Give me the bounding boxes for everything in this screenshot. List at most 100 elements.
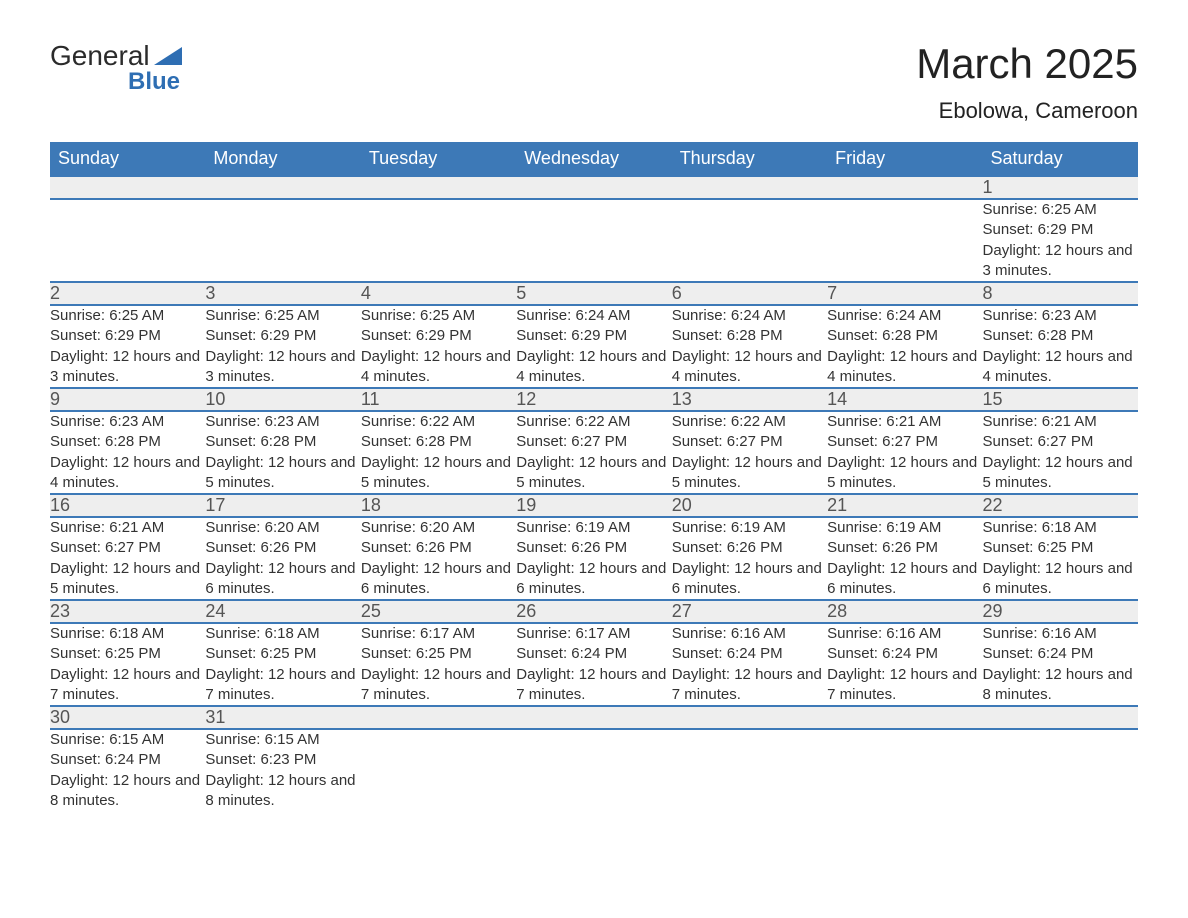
week-detail-row: Sunrise: 6:21 AMSunset: 6:27 PMDaylight:… bbox=[50, 517, 1138, 600]
day-number-cell: 14 bbox=[827, 388, 982, 411]
daylight-line: Daylight: 12 hours and 5 minutes. bbox=[50, 559, 205, 600]
sunrise-line: Sunrise: 6:23 AM bbox=[983, 306, 1138, 326]
daylight-line: Daylight: 12 hours and 8 minutes. bbox=[205, 771, 360, 812]
sunrise-line: Sunrise: 6:25 AM bbox=[50, 306, 205, 326]
day-number-cell bbox=[827, 176, 982, 199]
day-number-cell: 1 bbox=[983, 176, 1138, 199]
col-thursday: Thursday bbox=[672, 142, 827, 176]
daylight-line: Daylight: 12 hours and 6 minutes. bbox=[205, 559, 360, 600]
daylight-line: Daylight: 12 hours and 5 minutes. bbox=[361, 453, 516, 494]
day-number-cell bbox=[361, 706, 516, 729]
day-number-cell: 25 bbox=[361, 600, 516, 623]
day-detail-cell bbox=[50, 199, 205, 282]
sunset-line: Sunset: 6:25 PM bbox=[50, 644, 205, 664]
sunset-line: Sunset: 6:25 PM bbox=[361, 644, 516, 664]
day-detail-cell: Sunrise: 6:24 AMSunset: 6:29 PMDaylight:… bbox=[516, 305, 671, 388]
sunrise-line: Sunrise: 6:24 AM bbox=[827, 306, 982, 326]
daylight-line: Daylight: 12 hours and 7 minutes. bbox=[672, 665, 827, 706]
location-subtitle: Ebolowa, Cameroon bbox=[916, 98, 1138, 124]
sunrise-line: Sunrise: 6:17 AM bbox=[361, 624, 516, 644]
sunset-line: Sunset: 6:25 PM bbox=[983, 538, 1138, 558]
day-number-cell: 3 bbox=[205, 282, 360, 305]
page-title: March 2025 bbox=[916, 40, 1138, 88]
daylight-line: Daylight: 12 hours and 7 minutes. bbox=[361, 665, 516, 706]
day-detail-cell: Sunrise: 6:25 AMSunset: 6:29 PMDaylight:… bbox=[983, 199, 1138, 282]
day-detail-cell bbox=[827, 199, 982, 282]
daylight-line: Daylight: 12 hours and 7 minutes. bbox=[827, 665, 982, 706]
sunset-line: Sunset: 6:29 PM bbox=[50, 326, 205, 346]
sunrise-line: Sunrise: 6:22 AM bbox=[516, 412, 671, 432]
day-number-cell bbox=[50, 176, 205, 199]
day-number-cell: 31 bbox=[205, 706, 360, 729]
day-detail-cell: Sunrise: 6:18 AMSunset: 6:25 PMDaylight:… bbox=[983, 517, 1138, 600]
day-number-cell: 24 bbox=[205, 600, 360, 623]
day-number-cell: 6 bbox=[672, 282, 827, 305]
sunrise-line: Sunrise: 6:20 AM bbox=[361, 518, 516, 538]
sunrise-line: Sunrise: 6:15 AM bbox=[50, 730, 205, 750]
day-detail-cell: Sunrise: 6:25 AMSunset: 6:29 PMDaylight:… bbox=[50, 305, 205, 388]
daylight-line: Daylight: 12 hours and 6 minutes. bbox=[361, 559, 516, 600]
sunrise-line: Sunrise: 6:25 AM bbox=[983, 200, 1138, 220]
day-number-cell: 12 bbox=[516, 388, 671, 411]
sunset-line: Sunset: 6:28 PM bbox=[205, 432, 360, 452]
day-detail-cell bbox=[983, 729, 1138, 811]
sunrise-line: Sunrise: 6:25 AM bbox=[361, 306, 516, 326]
sunset-line: Sunset: 6:23 PM bbox=[205, 750, 360, 770]
daylight-line: Daylight: 12 hours and 4 minutes. bbox=[361, 347, 516, 388]
weekday-header-row: Sunday Monday Tuesday Wednesday Thursday… bbox=[50, 142, 1138, 176]
daylight-line: Daylight: 12 hours and 4 minutes. bbox=[983, 347, 1138, 388]
day-detail-cell bbox=[672, 729, 827, 811]
day-number-cell: 16 bbox=[50, 494, 205, 517]
day-detail-cell: Sunrise: 6:20 AMSunset: 6:26 PMDaylight:… bbox=[205, 517, 360, 600]
daylight-line: Daylight: 12 hours and 5 minutes. bbox=[827, 453, 982, 494]
day-number-cell: 21 bbox=[827, 494, 982, 517]
day-detail-cell: Sunrise: 6:22 AMSunset: 6:27 PMDaylight:… bbox=[672, 411, 827, 494]
sunset-line: Sunset: 6:26 PM bbox=[672, 538, 827, 558]
sunset-line: Sunset: 6:29 PM bbox=[983, 220, 1138, 240]
col-tuesday: Tuesday bbox=[361, 142, 516, 176]
day-number-cell: 28 bbox=[827, 600, 982, 623]
day-number-cell: 4 bbox=[361, 282, 516, 305]
day-detail-cell: Sunrise: 6:15 AMSunset: 6:24 PMDaylight:… bbox=[50, 729, 205, 811]
day-number-cell: 26 bbox=[516, 600, 671, 623]
day-number-cell bbox=[361, 176, 516, 199]
day-number-cell: 13 bbox=[672, 388, 827, 411]
sunset-line: Sunset: 6:26 PM bbox=[205, 538, 360, 558]
sunrise-line: Sunrise: 6:21 AM bbox=[50, 518, 205, 538]
daylight-line: Daylight: 12 hours and 6 minutes. bbox=[672, 559, 827, 600]
day-detail-cell: Sunrise: 6:16 AMSunset: 6:24 PMDaylight:… bbox=[827, 623, 982, 706]
sunset-line: Sunset: 6:27 PM bbox=[983, 432, 1138, 452]
day-number-cell: 15 bbox=[983, 388, 1138, 411]
daylight-line: Daylight: 12 hours and 6 minutes. bbox=[516, 559, 671, 600]
sunset-line: Sunset: 6:27 PM bbox=[827, 432, 982, 452]
day-detail-cell: Sunrise: 6:23 AMSunset: 6:28 PMDaylight:… bbox=[983, 305, 1138, 388]
sunrise-line: Sunrise: 6:20 AM bbox=[205, 518, 360, 538]
sunrise-line: Sunrise: 6:22 AM bbox=[672, 412, 827, 432]
daylight-line: Daylight: 12 hours and 3 minutes. bbox=[205, 347, 360, 388]
week-daynum-row: 3031 bbox=[50, 706, 1138, 729]
col-saturday: Saturday bbox=[983, 142, 1138, 176]
logo-triangle-icon bbox=[154, 47, 182, 65]
week-daynum-row: 23242526272829 bbox=[50, 600, 1138, 623]
sunrise-line: Sunrise: 6:16 AM bbox=[672, 624, 827, 644]
day-number-cell: 7 bbox=[827, 282, 982, 305]
week-detail-row: Sunrise: 6:15 AMSunset: 6:24 PMDaylight:… bbox=[50, 729, 1138, 811]
day-detail-cell: Sunrise: 6:21 AMSunset: 6:27 PMDaylight:… bbox=[827, 411, 982, 494]
day-detail-cell: Sunrise: 6:19 AMSunset: 6:26 PMDaylight:… bbox=[516, 517, 671, 600]
sunrise-line: Sunrise: 6:25 AM bbox=[205, 306, 360, 326]
daylight-line: Daylight: 12 hours and 5 minutes. bbox=[516, 453, 671, 494]
sunrise-line: Sunrise: 6:16 AM bbox=[827, 624, 982, 644]
sunrise-line: Sunrise: 6:19 AM bbox=[827, 518, 982, 538]
daylight-line: Daylight: 12 hours and 4 minutes. bbox=[516, 347, 671, 388]
day-number-cell: 27 bbox=[672, 600, 827, 623]
daylight-line: Daylight: 12 hours and 5 minutes. bbox=[672, 453, 827, 494]
sunset-line: Sunset: 6:26 PM bbox=[516, 538, 671, 558]
sunset-line: Sunset: 6:24 PM bbox=[983, 644, 1138, 664]
week-daynum-row: 9101112131415 bbox=[50, 388, 1138, 411]
daylight-line: Daylight: 12 hours and 6 minutes. bbox=[983, 559, 1138, 600]
daylight-line: Daylight: 12 hours and 4 minutes. bbox=[672, 347, 827, 388]
day-detail-cell: Sunrise: 6:18 AMSunset: 6:25 PMDaylight:… bbox=[50, 623, 205, 706]
day-number-cell: 18 bbox=[361, 494, 516, 517]
sunset-line: Sunset: 6:24 PM bbox=[516, 644, 671, 664]
day-number-cell: 9 bbox=[50, 388, 205, 411]
